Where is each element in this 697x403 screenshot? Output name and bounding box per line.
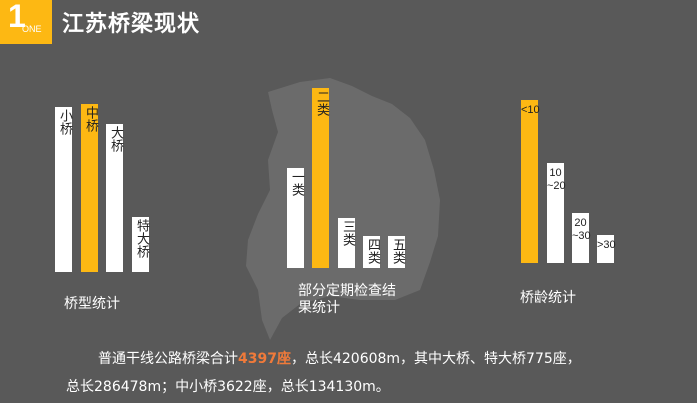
summary-total-count: 4397座 bbox=[238, 351, 291, 367]
chart-2-bar-label-3: >30 bbox=[597, 239, 616, 251]
chart-caption-bridge-age: 桥龄统计 bbox=[520, 290, 576, 306]
summary-line2: 总长286478m；中小桥3622座，总长134130m。 bbox=[66, 379, 390, 395]
chart-1-bar-1: 二类 bbox=[312, 88, 329, 268]
chart-0-bar-1: 中桥 bbox=[81, 104, 98, 272]
chart-0-bar-label-1: 中桥 bbox=[83, 106, 98, 132]
chart-0-bar-label-0: 小桥 bbox=[57, 109, 72, 135]
chart-1-bar-2: 三类 bbox=[338, 218, 355, 268]
chart-2-bar-2: 20 ~30 bbox=[572, 213, 591, 263]
chart-1-bar-label-0: 一类 bbox=[289, 170, 304, 196]
chart-0-bar-3: 特大桥 bbox=[132, 217, 149, 272]
chart-2-bar-3: >30 bbox=[597, 235, 616, 263]
chart-0-bar-label-3: 特大桥 bbox=[134, 219, 149, 258]
page-title: 江苏桥梁现状 bbox=[62, 12, 201, 37]
chart-2-bar-label-0: <10 bbox=[521, 104, 540, 116]
chart-1-bar-label-2: 三类 bbox=[340, 220, 355, 246]
chart-0-bar-label-2: 大桥 bbox=[108, 126, 123, 152]
chart-1-bar-label-1: 二类 bbox=[314, 90, 329, 116]
chart-caption-inspection: 部分定期检查结果统计 bbox=[298, 283, 396, 316]
section-number-word: ONE bbox=[22, 24, 42, 34]
chart-0-bar-0: 小桥 bbox=[55, 107, 72, 272]
chart-2-bar-label-2: 20 ~30 bbox=[572, 217, 591, 242]
chart-1-bar-0: 一类 bbox=[287, 168, 304, 268]
section-number: 1 bbox=[8, 0, 26, 34]
summary-line1-pre: 普通干线公路桥梁合计 bbox=[98, 351, 238, 367]
chart-2-bar-1: 10 ~20 bbox=[547, 163, 566, 263]
chart-2-bar-label-1: 10 ~20 bbox=[547, 167, 566, 192]
chart-caption-bridge-type: 桥型统计 bbox=[64, 296, 120, 312]
chart-1-bar-3: 四类 bbox=[363, 236, 380, 268]
section-badge: 1 ONE bbox=[0, 0, 52, 44]
chart-1-bar-label-4: 五类 bbox=[390, 238, 405, 264]
summary-line1-post: ，总长420608m，其中大桥、特大桥775座， bbox=[290, 351, 581, 367]
summary-text: 普通干线公路桥梁合计4397座，总长420608m，其中大桥、特大桥775座， … bbox=[66, 345, 666, 401]
chart-0-bar-2: 大桥 bbox=[106, 124, 123, 272]
chart-1-bar-label-3: 四类 bbox=[365, 238, 380, 264]
chart-2-bar-0: <10 bbox=[521, 100, 540, 263]
chart-1-bar-4: 五类 bbox=[388, 236, 405, 268]
